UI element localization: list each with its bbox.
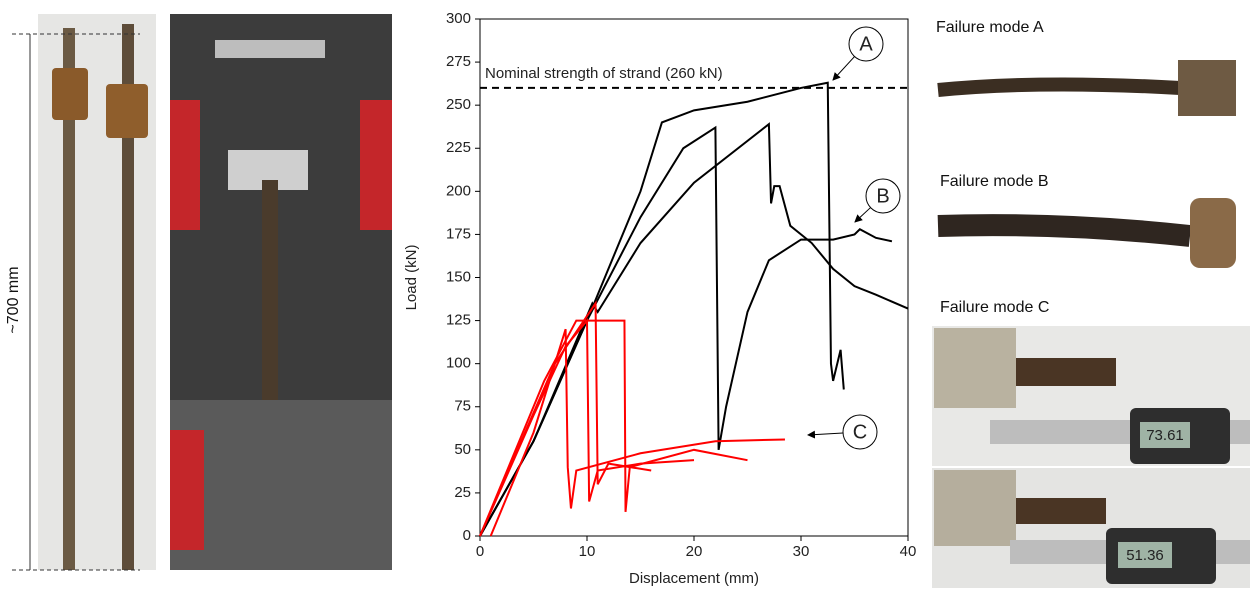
chart: 0 25 50 75 100 125 150 175 200 225 250 275 300 0 10 20 3… bbox=[403, 10, 916, 587]
annotation-circle bbox=[865, 178, 901, 214]
x-tick-label: 0 bbox=[476, 543, 484, 560]
reference-label: Nominal strength of strand (260 kN) bbox=[485, 65, 723, 82]
annotation-circle bbox=[842, 414, 878, 450]
series-line bbox=[479, 319, 748, 537]
y-tick-label: 25 bbox=[454, 484, 471, 501]
x-tick-label: 10 bbox=[579, 543, 596, 560]
annotation-arrow bbox=[854, 207, 871, 223]
annotation-label: C bbox=[853, 421, 867, 443]
series-line bbox=[479, 317, 695, 537]
series-line bbox=[489, 328, 785, 537]
y-tick-label: 250 bbox=[446, 96, 471, 113]
y-axis-label: Load (kN) bbox=[403, 245, 420, 311]
series-line bbox=[479, 125, 893, 537]
mode-b-label: Failure mode B bbox=[940, 173, 1049, 190]
y-tick-label: 150 bbox=[446, 268, 471, 285]
series-line bbox=[479, 300, 652, 537]
mode-a-label: Failure mode A bbox=[936, 19, 1044, 36]
x-tick-label: 30 bbox=[793, 543, 810, 560]
annotation-label: A bbox=[859, 33, 873, 55]
annotation-circle bbox=[848, 26, 884, 62]
y-tick-label: 0 bbox=[463, 527, 471, 544]
y-tick-label: 100 bbox=[446, 355, 471, 372]
y-tick-label: 50 bbox=[454, 441, 471, 458]
length-label: ~700 mm bbox=[5, 266, 22, 333]
y-tick-label: 225 bbox=[446, 139, 471, 156]
y-tick-label: 275 bbox=[446, 53, 471, 70]
x-axis-label: Displacement (mm) bbox=[629, 570, 759, 587]
annotation-arrow bbox=[832, 56, 855, 81]
series-line bbox=[479, 81, 845, 537]
failure-photos: Failure mode A Failure mode B Failure mo… bbox=[932, 19, 1250, 588]
y-tick-label: 300 bbox=[446, 10, 471, 27]
specimen-photo: ~700 mm bbox=[5, 14, 156, 571]
y-tick-label: 175 bbox=[446, 225, 471, 242]
mode-c-label: Failure mode C bbox=[940, 299, 1049, 316]
caliper-reading: 51.36 bbox=[1126, 547, 1164, 564]
x-tick-label: 40 bbox=[900, 543, 917, 560]
annotation-label: B bbox=[876, 185, 889, 207]
annotation-arrow bbox=[807, 430, 844, 439]
caliper-reading: 73.61 bbox=[1146, 427, 1184, 444]
series-line bbox=[479, 122, 909, 537]
y-tick-label: 200 bbox=[446, 182, 471, 199]
y-tick-label: 125 bbox=[446, 312, 471, 329]
x-tick-label: 20 bbox=[686, 543, 703, 560]
y-tick-label: 75 bbox=[454, 398, 471, 415]
test-rig-photo bbox=[170, 14, 392, 570]
